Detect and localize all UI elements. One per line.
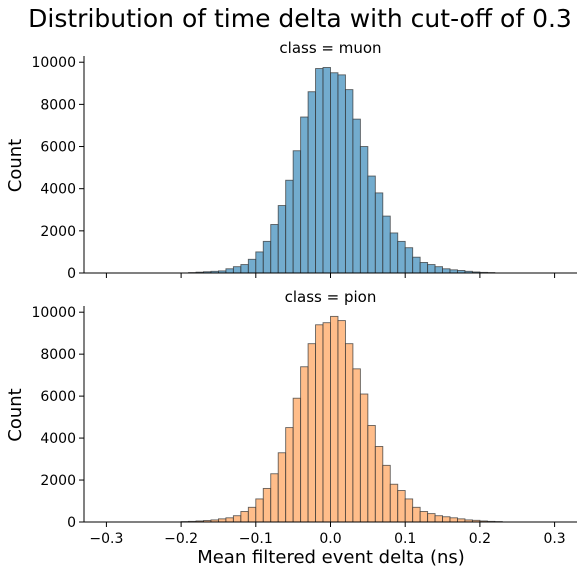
histogram-bar bbox=[397, 240, 406, 274]
histogram-bar bbox=[307, 343, 317, 523]
histogram-bar bbox=[382, 215, 391, 274]
y-tick-label: 0 bbox=[67, 515, 76, 531]
histogram-bar bbox=[352, 118, 361, 274]
y-tick-label: 2000 bbox=[40, 224, 76, 240]
y-tick-label: 10000 bbox=[31, 305, 76, 321]
histogram-bar bbox=[434, 266, 443, 274]
histogram-bar bbox=[412, 256, 421, 274]
histogram-bar bbox=[442, 516, 451, 523]
histogram-bar bbox=[344, 343, 354, 523]
panel-title: class = pion bbox=[285, 288, 377, 306]
histogram-bar bbox=[427, 513, 436, 523]
histogram-bar bbox=[389, 483, 399, 523]
histogram-bar bbox=[389, 232, 399, 274]
histogram-bar bbox=[404, 247, 414, 274]
histogram-bar bbox=[255, 251, 264, 274]
histogram-bar bbox=[382, 464, 391, 523]
histogram-bar bbox=[247, 258, 257, 274]
histogram-bar bbox=[449, 517, 458, 523]
histogram-bar bbox=[359, 146, 369, 274]
histogram-bar bbox=[367, 175, 376, 274]
panels-container: class = muon0200040006000800010000Countc… bbox=[5, 39, 577, 547]
histogram-bar bbox=[292, 150, 302, 274]
histogram-bar bbox=[285, 427, 294, 523]
histogram-bar bbox=[367, 425, 376, 523]
panel-title: class = muon bbox=[279, 39, 381, 57]
histogram-bar bbox=[292, 397, 302, 523]
histogram-bar bbox=[442, 268, 451, 274]
histogram-bar bbox=[419, 262, 429, 274]
y-tick-label: 8000 bbox=[40, 97, 76, 113]
histogram-bar bbox=[419, 511, 429, 523]
histogram-bar bbox=[397, 490, 406, 523]
x-tick-label: 0.1 bbox=[394, 531, 416, 547]
y-tick-label: 0 bbox=[67, 266, 76, 282]
y-axis-label: Count bbox=[5, 388, 26, 441]
y-tick-label: 6000 bbox=[40, 140, 76, 156]
histogram-bar bbox=[322, 67, 331, 274]
histogram-bar bbox=[270, 473, 279, 523]
x-tick-label: −0.1 bbox=[239, 531, 273, 547]
y-axis-label: Count bbox=[5, 139, 26, 192]
histogram-bar bbox=[240, 511, 249, 523]
histogram-bar bbox=[330, 315, 339, 523]
histogram-bar bbox=[262, 240, 272, 274]
histogram-bar bbox=[277, 452, 287, 523]
histogram-bar bbox=[344, 89, 354, 274]
histogram-bar bbox=[404, 498, 414, 523]
x-tick-label: 0.2 bbox=[469, 531, 491, 547]
histogram-bar bbox=[300, 366, 309, 523]
histogram-bar bbox=[337, 74, 346, 274]
y-tick-label: 8000 bbox=[40, 347, 76, 363]
x-tick-label: 0.3 bbox=[543, 531, 565, 547]
histogram-bar bbox=[285, 179, 294, 274]
histogram-bar bbox=[307, 91, 317, 274]
x-tick-label: −0.3 bbox=[89, 531, 123, 547]
histogram-bar bbox=[315, 324, 324, 523]
histogram-bar bbox=[277, 205, 287, 274]
y-tick-label: 2000 bbox=[40, 473, 76, 489]
panel-2: class = pion 0 2000 4000 6000 8000 10000 Count −… bbox=[5, 288, 577, 547]
x-tick-label: −0.2 bbox=[164, 531, 198, 547]
histogram-bar bbox=[300, 116, 309, 274]
histogram-bar bbox=[374, 446, 384, 523]
panel-1: class = muon 0 2000 4000 6000 8000 10000 Count bbox=[5, 39, 577, 282]
y-tick-label: 4000 bbox=[40, 182, 76, 198]
histogram-bar bbox=[232, 515, 242, 523]
histogram-bar bbox=[374, 192, 384, 274]
y-tick-label: 4000 bbox=[40, 431, 76, 447]
histogram-bar bbox=[225, 517, 234, 523]
y-tick-label: 10000 bbox=[31, 55, 76, 71]
histogram-bar bbox=[337, 320, 346, 523]
figure-title: Distribution of time delta with cut-off … bbox=[28, 4, 572, 33]
histogram-bar bbox=[352, 368, 361, 523]
x-tick-label: 0.0 bbox=[319, 531, 341, 547]
histogram-bar bbox=[262, 487, 272, 523]
histogram-bar bbox=[434, 515, 443, 523]
histogram-bar bbox=[427, 264, 436, 274]
histogram-bar bbox=[359, 393, 369, 523]
histogram-bar bbox=[225, 268, 234, 274]
histogram-bar bbox=[330, 72, 339, 274]
histogram-bar bbox=[315, 68, 324, 274]
histogram-bar bbox=[240, 264, 249, 274]
x-axis-label: Mean filtered event delta (ns) bbox=[197, 547, 465, 568]
histogram-bar bbox=[270, 224, 279, 274]
histogram-bar bbox=[412, 506, 421, 523]
histogram-bar bbox=[255, 498, 264, 523]
histogram-bar bbox=[322, 322, 331, 523]
y-tick-label: 6000 bbox=[40, 389, 76, 405]
histogram-bar bbox=[247, 506, 257, 523]
histogram-bar bbox=[232, 266, 242, 274]
